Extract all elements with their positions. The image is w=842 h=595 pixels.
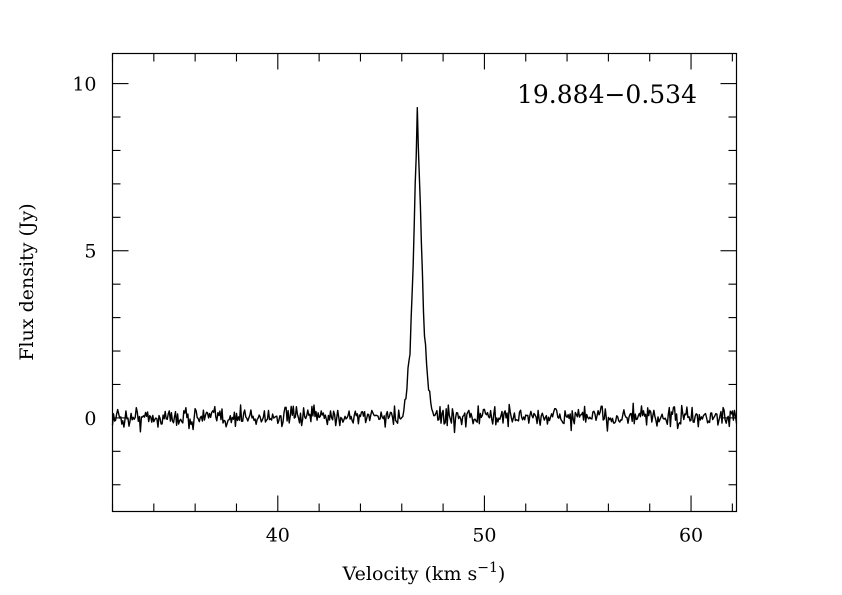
source-name-annotation: 19.884−0.534: [517, 80, 697, 109]
x-axis-title: Velocity (km s−1): [342, 560, 506, 585]
x-axis-title-main: Velocity (km s: [342, 563, 478, 585]
x-tick-label: 40: [266, 525, 290, 547]
x-tick-label: 60: [679, 525, 703, 547]
y-tick-label: 5: [84, 241, 96, 263]
y-tick-label: 0: [84, 408, 96, 430]
spectrum-line: [111, 107, 738, 434]
x-axis-title-superscript: −1: [477, 560, 498, 576]
y-tick-label: 10: [72, 74, 96, 96]
y-axis-title: Flux density (Jy): [16, 203, 38, 360]
x-tick-label: 50: [472, 525, 496, 547]
x-axis-title-close: ): [498, 563, 505, 585]
plot-frame: [111, 52, 738, 513]
tick-labels: 40 50 60 0 5 10: [72, 74, 703, 547]
axis-ticks: [111, 53, 737, 512]
